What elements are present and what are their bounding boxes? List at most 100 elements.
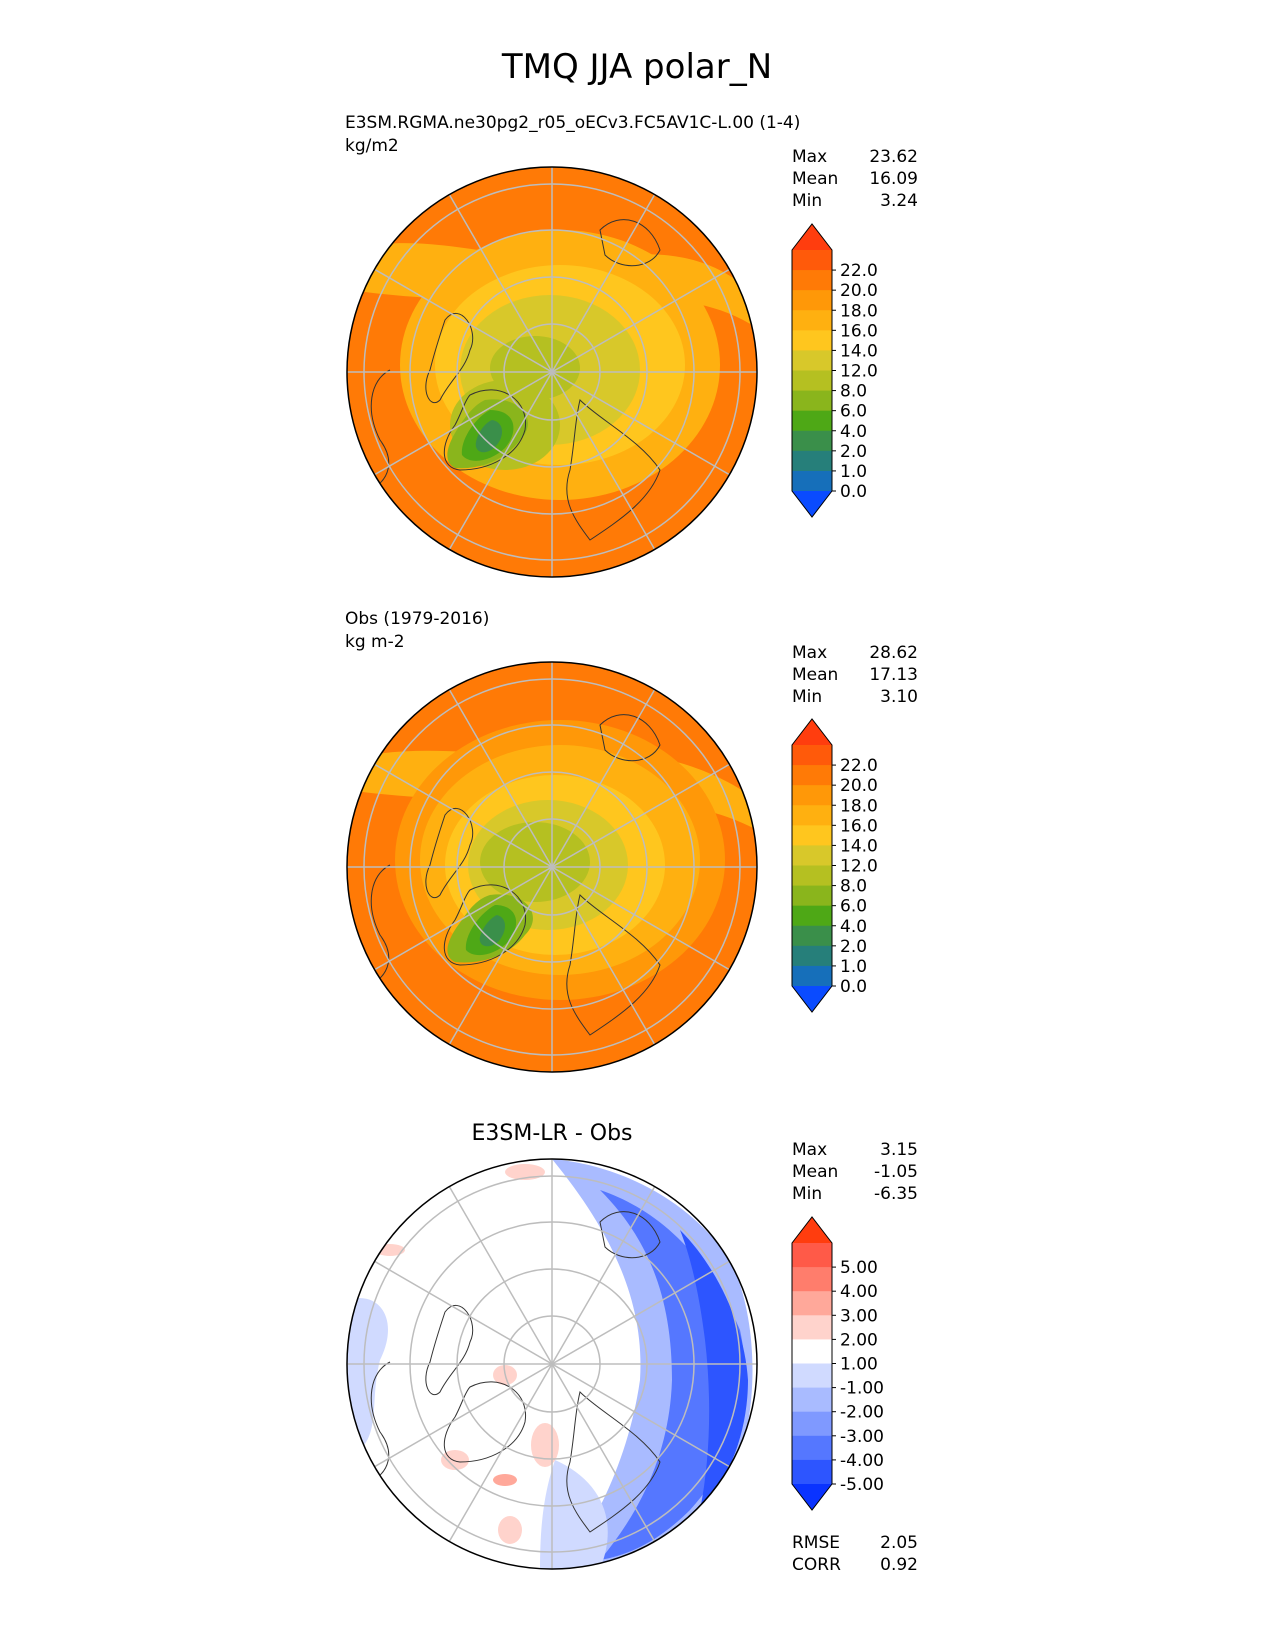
colorbar-tick-label: 18.0	[840, 796, 878, 816]
colorbar-segment	[792, 805, 832, 826]
panel-model-units: kg/m2	[345, 136, 399, 156]
colorbar-segment	[792, 1411, 832, 1437]
panel-model-stats: Max 23.62 Mean 16.09 Min 3.24	[792, 147, 918, 211]
panel-obs-map	[347, 662, 757, 1072]
colorbar-tick-label: 6.0	[840, 897, 867, 917]
colorbar-segment	[792, 845, 832, 867]
colorbar-segment	[792, 430, 832, 452]
stat-label: Max	[792, 1140, 827, 1160]
stat-label: Min	[792, 687, 822, 707]
stat-value: 23.62	[869, 147, 918, 167]
colorbar-segment	[792, 1267, 832, 1292]
colorbar-segment	[792, 965, 832, 987]
colorbar-tick-label: 14.0	[840, 341, 878, 361]
colorbar-tick-label: 0.0	[840, 482, 867, 502]
metric-label: RMSE	[792, 1533, 840, 1553]
colorbar-tick-label: 6.0	[840, 402, 867, 422]
panel-model-map-border	[346, 166, 758, 578]
panel-diff-map-border	[346, 1158, 758, 1570]
colorbar-tick-label: 22.0	[840, 756, 878, 776]
figure-title: TMQ JJA polar_N	[501, 47, 772, 87]
colorbar-tick-label: 4.00	[840, 1282, 878, 1302]
colorbar-tick-label: 18.0	[840, 301, 878, 321]
colorbar-segment	[792, 885, 832, 907]
colorbar-tick-label: 4.0	[840, 422, 867, 442]
colorbar-segment	[792, 1315, 832, 1340]
colorbar-segment	[792, 1363, 832, 1389]
panel-obs-title: Obs (1979-2016)	[345, 609, 489, 629]
stat-value: 3.24	[880, 191, 918, 211]
panel-diff-colorbar: 5.00 4.00 3.00 2.00 1.00 -1.00 -2.00 -3.00 -4.00…	[791, 1216, 884, 1511]
colorbar-segment	[792, 330, 832, 352]
colorbar-tick-label: 16.0	[840, 321, 878, 341]
stat-label: Mean	[792, 1162, 838, 1182]
colorbar-tick-label: 20.0	[840, 281, 878, 301]
metric-label: CORR	[792, 1555, 841, 1575]
stat-label: Min	[792, 191, 822, 211]
panel-obs-map-border	[346, 661, 758, 1073]
colorbar-tick-label: 5.00	[840, 1258, 878, 1278]
colorbar-tick-label: 2.0	[840, 442, 867, 462]
panel-obs-graticule	[347, 662, 757, 1072]
colorbar-segment	[792, 1435, 832, 1461]
stat-value: -1.05	[874, 1162, 918, 1182]
colorbar-segment	[792, 825, 832, 847]
colorbar-tick-label: 14.0	[840, 836, 878, 856]
colorbar-tick-label: 22.0	[840, 261, 878, 281]
colorbar-tick-label: -1.00	[840, 1379, 884, 1399]
stat-value: 17.13	[869, 665, 918, 685]
colorbar-segment	[792, 1387, 832, 1413]
colorbar-tick-label: 1.0	[840, 462, 867, 482]
colorbar-extend-bottom	[792, 986, 832, 1012]
colorbar-segment	[792, 270, 832, 291]
colorbar-tick-label: 1.00	[840, 1355, 878, 1375]
colorbar-tick-label: 12.0	[840, 857, 878, 877]
colorbar-segment	[792, 1243, 832, 1268]
panel-obs: Obs (1979-2016) kg m-2	[345, 609, 918, 1073]
colorbar-tick-label: 4.0	[840, 917, 867, 937]
panel-diff: E3SM-LR - Obs	[346, 1121, 918, 1575]
colorbar-segment	[792, 250, 832, 271]
colorbar-segment	[792, 785, 832, 806]
panel-diff-stats: Max 3.15 Mean -1.05 Min -6.35	[792, 1140, 918, 1204]
panel-obs-stats: Max 28.62 Mean 17.13 Min 3.10	[792, 643, 918, 707]
panel-diff-title: E3SM-LR - Obs	[472, 1121, 633, 1146]
colorbar-segment	[792, 390, 832, 412]
stat-label: Max	[792, 147, 827, 167]
stat-label: Mean	[792, 665, 838, 685]
stat-label: Mean	[792, 169, 838, 189]
colorbar-tick-label: 0.0	[840, 977, 867, 997]
stat-value: -6.35	[874, 1184, 918, 1204]
colorbar-segment	[792, 450, 832, 472]
metric-value: 2.05	[880, 1533, 918, 1553]
colorbar-extend-bottom	[792, 491, 832, 517]
colorbar-segment	[792, 290, 832, 311]
colorbar-segment	[792, 310, 832, 331]
colorbar-segment	[792, 350, 832, 372]
panel-obs-units: kg m-2	[345, 632, 405, 652]
colorbar-segment	[792, 745, 832, 766]
panel-diff-map	[347, 1159, 757, 1569]
colorbar-tick-label: 2.00	[840, 1330, 878, 1350]
stat-label: Min	[792, 1184, 822, 1204]
colorbar-tick-label: 8.0	[840, 877, 867, 897]
stat-value: 28.62	[869, 643, 918, 663]
colorbar-segment	[792, 905, 832, 927]
colorbar-tick-label: -4.00	[840, 1451, 884, 1471]
colorbar-segment	[792, 470, 832, 492]
panel-model-map	[347, 167, 757, 577]
colorbar-tick-label: 3.00	[840, 1306, 878, 1326]
colorbar-extend-top	[792, 1217, 832, 1243]
colorbar-segment	[792, 410, 832, 432]
panel-model-graticule	[347, 167, 757, 577]
colorbar-segment	[792, 1459, 832, 1485]
colorbar-segment	[792, 925, 832, 947]
colorbar-segment	[792, 1291, 832, 1316]
colorbar-extend-top	[792, 719, 832, 745]
colorbar-segment	[792, 1339, 832, 1365]
panel-model-colorbar: 22.020.018.016.014.012.08.06.04.02.01.00…	[791, 223, 878, 518]
colorbar-tick-label: -2.00	[840, 1403, 884, 1423]
colorbar-extend-top	[792, 224, 832, 250]
colorbar-segment	[792, 370, 832, 392]
